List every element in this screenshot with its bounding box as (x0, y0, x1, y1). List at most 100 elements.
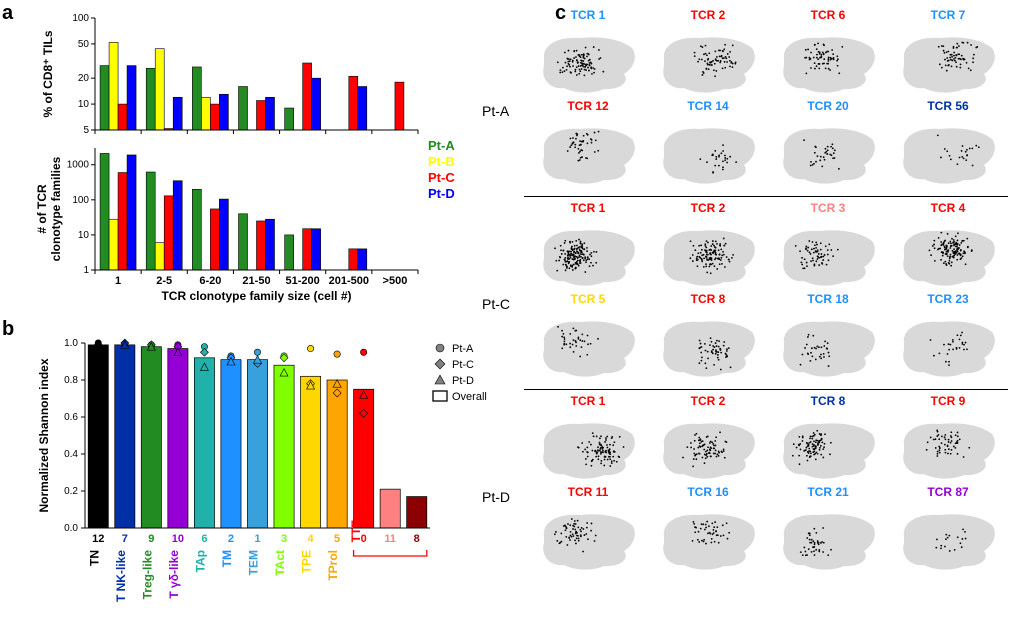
divider (524, 389, 1008, 390)
umap-title: TCR 7 (892, 8, 1004, 24)
svg-text:201-500: 201-500 (329, 275, 369, 287)
divider (524, 196, 1008, 197)
svg-text:0: 0 (361, 533, 367, 545)
svg-text:4: 4 (308, 533, 315, 545)
svg-text:20: 20 (78, 73, 90, 84)
umap-title: TCR 56 (892, 99, 1004, 115)
svg-text:10: 10 (172, 533, 184, 545)
umap-cell: TCR 12 (532, 99, 644, 190)
svg-text:6: 6 (201, 533, 207, 545)
umap-cell: TCR 16 (652, 485, 764, 576)
umap-title: TCR 12 (532, 99, 644, 115)
panel-b-label: b (2, 318, 14, 341)
umap-title: TCR 2 (652, 8, 764, 24)
svg-text:0.6: 0.6 (64, 412, 78, 423)
umap-title: TCR 14 (652, 99, 764, 115)
svg-text:TAct: TAct (273, 550, 287, 576)
umap-title: TCR 2 (652, 394, 764, 410)
umap-cell: TCR 1 (532, 394, 644, 485)
umap-cell: TCR 7 (892, 8, 1004, 99)
panel-a-svg: 5102050100% of CD8⁺ TILs110100100012-56-… (30, 8, 490, 308)
svg-text:8: 8 (414, 533, 420, 545)
svg-text:0.8: 0.8 (64, 375, 78, 386)
svg-text:Pt-D: Pt-D (428, 186, 455, 201)
umap-title: TCR 8 (652, 292, 764, 308)
svg-text:1.0: 1.0 (64, 338, 78, 349)
svg-text:Overall: Overall (452, 391, 487, 403)
umap-cell: TCR 87 (892, 485, 1004, 576)
svg-text:100: 100 (72, 195, 89, 206)
umap-cell: TCR 1 (532, 201, 644, 292)
umap-cell: TCR 4 (892, 201, 1004, 292)
svg-text:5: 5 (334, 533, 340, 545)
svg-text:10: 10 (78, 230, 90, 241)
svg-text:Pt-D: Pt-D (452, 375, 474, 387)
umap-title: TCR 4 (892, 201, 1004, 217)
svg-text:T γδ-like: T γδ-like (167, 550, 181, 599)
svg-text:50: 50 (78, 39, 90, 50)
umap-cell: TCR 8 (652, 292, 764, 383)
svg-text:Pt-B: Pt-B (428, 154, 455, 169)
umap-cell: TCR 8 (772, 394, 884, 485)
svg-text:7: 7 (122, 533, 128, 545)
svg-text:TProl: TProl (326, 550, 340, 581)
umap-title: TCR 16 (652, 485, 764, 501)
patient-label: Pt-C (482, 296, 510, 312)
umap-cell: TCR 56 (892, 99, 1004, 190)
svg-text:TEM: TEM (247, 550, 261, 575)
umap-cell: TCR 9 (892, 394, 1004, 485)
svg-text:10: 10 (78, 99, 90, 110)
svg-text:TCR clonotype family size (cel: TCR clonotype family size (cell #) (161, 289, 351, 303)
umap-group: TCR 1 TCR 2 TCR 6 TCR 7 TCR 12 TCR 14 TCR 20 TC… (518, 8, 1008, 190)
svg-text:TN: TN (87, 550, 101, 566)
svg-text:>500: >500 (383, 275, 408, 287)
umap-title: TCR 18 (772, 292, 884, 308)
patient-label: Pt-A (482, 103, 509, 119)
umap-title: TCR 3 (772, 201, 884, 217)
svg-text:21-50: 21-50 (242, 275, 270, 287)
panel-b-container: 0.00.20.40.60.81.0Normalized Shannon ind… (30, 328, 490, 628)
svg-text:Treg-like: Treg-like (140, 550, 154, 600)
svg-text:3: 3 (281, 533, 287, 545)
svg-text:T NK-like: T NK-like (114, 550, 128, 602)
svg-text:TPE: TPE (300, 550, 314, 573)
panel-b-svg: 0.00.20.40.60.81.0Normalized Shannon ind… (30, 328, 490, 628)
umap-group: TCR 1 TCR 2 TCR 8 TCR 9 TCR 11 TCR 16 TCR 21 TC… (518, 394, 1008, 576)
umap-cell: TCR 20 (772, 99, 884, 190)
svg-text:12: 12 (92, 533, 104, 545)
patient-label: Pt-D (482, 489, 510, 505)
umap-cell: TCR 14 (652, 99, 764, 190)
svg-text:2-5: 2-5 (156, 275, 172, 287)
svg-text:6-20: 6-20 (199, 275, 221, 287)
svg-text:1000: 1000 (67, 160, 90, 171)
svg-text:# of TCR: # of TCR (35, 184, 49, 234)
umap-title: TCR 1 (532, 394, 644, 410)
svg-text:TAp: TAp (193, 550, 207, 572)
umap-cell: TCR 6 (772, 8, 884, 99)
umap-cell: TCR 2 (652, 8, 764, 99)
umap-group: TCR 1TCR 2TCR 3TCR 4TCR 5TCR 8TCR 18TCR … (518, 201, 1008, 383)
umap-cell: TCR 11 (532, 485, 644, 576)
svg-text:100: 100 (72, 13, 89, 24)
umap-cell: TCR 5 (532, 292, 644, 383)
umap-title: TCR 9 (892, 394, 1004, 410)
umap-title: TCR 8 (772, 394, 884, 410)
umap-title: TCR 21 (772, 485, 884, 501)
svg-text:Pt-A: Pt-A (428, 138, 455, 153)
svg-text:Pt-C: Pt-C (452, 359, 474, 371)
svg-text:5: 5 (83, 125, 89, 136)
umap-cell: TCR 1 (532, 8, 644, 99)
svg-text:11: 11 (384, 533, 396, 545)
svg-text:51-200: 51-200 (286, 275, 320, 287)
umap-cell: TCR 23 (892, 292, 1004, 383)
svg-text:Pt-A: Pt-A (452, 343, 474, 355)
umap-title: TCR 87 (892, 485, 1004, 501)
panel-c-container: TCR 1 TCR 2 TCR 6 TCR 7 TCR 12 TCR 14 TCR 20 TC… (518, 8, 1008, 628)
svg-text:Normalized Shannon index: Normalized Shannon index (37, 358, 51, 512)
svg-text:Pt-C: Pt-C (428, 170, 455, 185)
umap-cell: TCR 2 (652, 394, 764, 485)
umap-title: TCR 11 (532, 485, 644, 501)
umap-cell: TCR 3 (772, 201, 884, 292)
svg-text:TM: TM (220, 550, 234, 567)
svg-text:1: 1 (83, 265, 89, 276)
